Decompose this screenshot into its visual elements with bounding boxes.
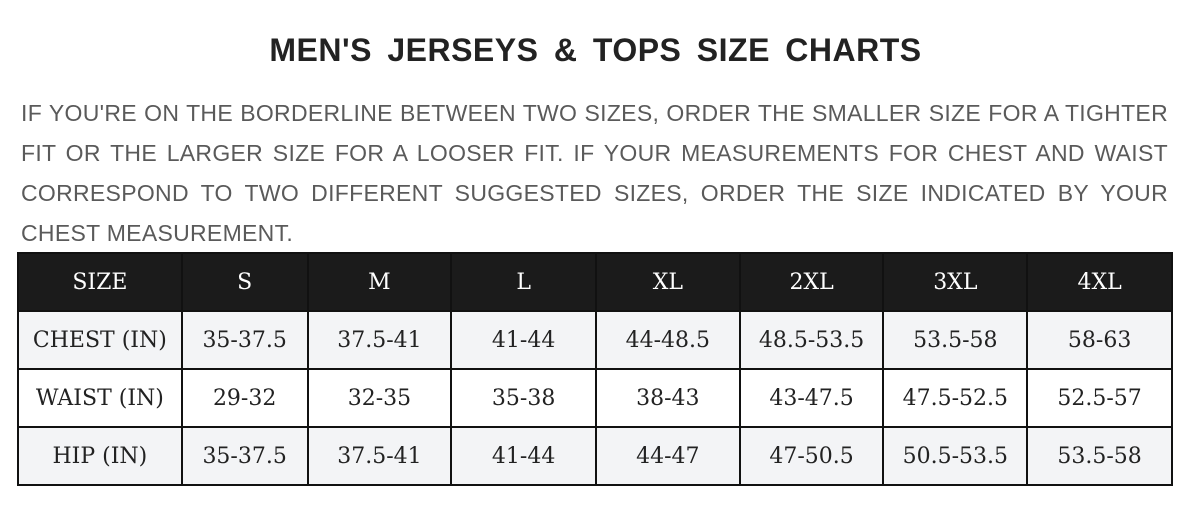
- column-header: XL: [594, 252, 741, 312]
- table-cell: 35-38: [450, 368, 597, 428]
- column-header: S: [180, 252, 309, 312]
- table-row: WAIST (IN) 29-32 32-35 35-38 38-43 43-47.5 47.…: [17, 368, 1173, 428]
- row-label: HIP (IN): [17, 426, 183, 486]
- page-title: MEN'S JERSEYS & TOPS SIZE CHARTS: [269, 32, 922, 68]
- table-cell: 50.5-53.5: [882, 426, 1029, 486]
- table-cell: 37.5-41: [306, 426, 453, 486]
- table-cell: 58-63: [1026, 310, 1173, 370]
- table-cell: 38-43: [594, 368, 741, 428]
- table-cell: 29-32: [180, 368, 309, 428]
- sizing-note: IF YOU'RE ON THE BORDERLINE BETWEEN TWO …: [21, 100, 1168, 246]
- header-row: SIZE S M L XL 2XL 3XL 4XL: [17, 252, 1173, 312]
- table-row: HIP (IN) 35-37.5 37.5-41 41-44 44-47 47-50.5 5…: [17, 426, 1173, 486]
- column-header: 2XL: [738, 252, 885, 312]
- table-cell: 47.5-52.5: [882, 368, 1029, 428]
- row-label: CHEST (IN): [17, 310, 183, 370]
- table-cell: 53.5-58: [1026, 426, 1173, 486]
- column-header: M: [306, 252, 453, 312]
- column-header: 4XL: [1026, 252, 1173, 312]
- row-label: WAIST (IN): [17, 368, 183, 428]
- table-cell: 53.5-58: [882, 310, 1029, 370]
- table-cell: 47-50.5: [738, 426, 885, 486]
- table-cell: 35-37.5: [180, 426, 309, 486]
- table-cell: 52.5-57: [1026, 368, 1173, 428]
- table-cell: 44-48.5: [594, 310, 741, 370]
- table-cell: 35-37.5: [180, 310, 309, 370]
- table-cell: 48.5-53.5: [738, 310, 885, 370]
- column-header: SIZE: [17, 252, 183, 312]
- size-chart-table: SIZE S M L XL 2XL 3XL 4XL CHEST (IN) 35-37.5 37.5…: [17, 252, 1173, 486]
- table-cell: 37.5-41: [306, 310, 453, 370]
- column-header: L: [450, 252, 597, 312]
- table-cell: 43-47.5: [738, 368, 885, 428]
- column-header: 3XL: [882, 252, 1029, 312]
- table-cell: 32-35: [306, 368, 453, 428]
- table-row: CHEST (IN) 35-37.5 37.5-41 41-44 44-48.5 48.5…: [17, 310, 1173, 370]
- table-cell: 44-47: [594, 426, 741, 486]
- table-cell: 41-44: [450, 310, 597, 370]
- table-cell: 41-44: [450, 426, 597, 486]
